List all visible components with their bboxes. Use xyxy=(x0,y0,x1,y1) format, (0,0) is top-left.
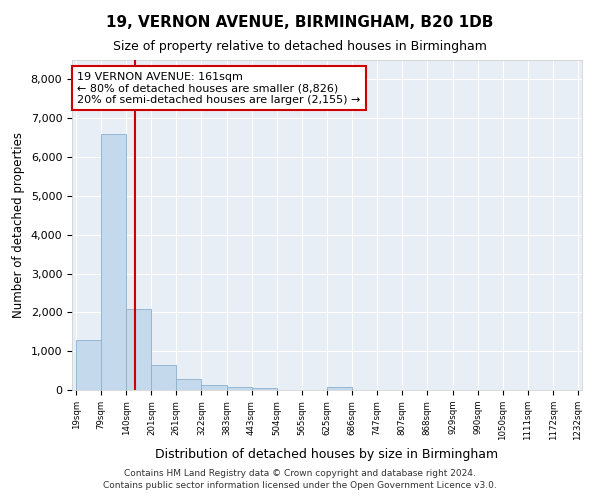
Bar xyxy=(227,387,251,390)
Text: Size of property relative to detached houses in Birmingham: Size of property relative to detached ho… xyxy=(113,40,487,53)
Bar xyxy=(176,378,202,390)
Bar xyxy=(202,385,227,390)
Bar xyxy=(101,134,126,390)
Bar xyxy=(151,365,176,390)
Bar xyxy=(126,309,151,390)
Bar xyxy=(76,340,101,390)
Text: Contains HM Land Registry data © Crown copyright and database right 2024.
Contai: Contains HM Land Registry data © Crown c… xyxy=(103,468,497,490)
X-axis label: Distribution of detached houses by size in Birmingham: Distribution of detached houses by size … xyxy=(155,448,499,462)
Text: 19, VERNON AVENUE, BIRMINGHAM, B20 1DB: 19, VERNON AVENUE, BIRMINGHAM, B20 1DB xyxy=(106,15,494,30)
Y-axis label: Number of detached properties: Number of detached properties xyxy=(12,132,25,318)
Bar xyxy=(251,388,277,390)
Bar xyxy=(327,386,352,390)
Text: 19 VERNON AVENUE: 161sqm
← 80% of detached houses are smaller (8,826)
20% of sem: 19 VERNON AVENUE: 161sqm ← 80% of detach… xyxy=(77,72,361,105)
